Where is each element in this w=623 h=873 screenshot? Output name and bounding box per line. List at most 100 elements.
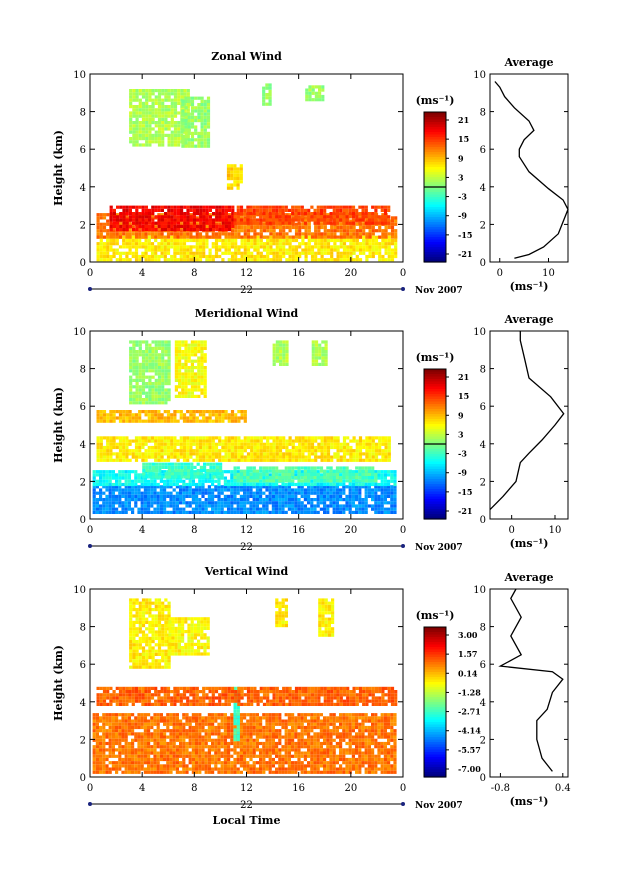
field-cell: [294, 245, 299, 249]
field-cell: [135, 388, 139, 392]
field-cell: [135, 350, 139, 354]
field-cell: [383, 473, 387, 477]
field-cell: [323, 469, 327, 473]
field-cell: [253, 439, 257, 443]
field-cell: [390, 507, 394, 511]
field-cell: [323, 510, 327, 514]
field-cell: [297, 472, 301, 476]
field-cell: [185, 482, 189, 487]
field-cell: [221, 458, 225, 462]
field-cell: [148, 143, 152, 147]
field-cell: [234, 258, 238, 262]
field-cell: [218, 439, 222, 443]
field-cell: [112, 458, 116, 462]
field-cell: [99, 449, 103, 453]
field-cell: [358, 507, 362, 511]
field-cell: [198, 413, 203, 417]
field-cell: [198, 504, 202, 508]
field-cell: [234, 242, 238, 246]
field-cell: [141, 105, 146, 109]
field-cell: [173, 452, 177, 456]
field-cell: [125, 449, 129, 453]
field-cell: [259, 238, 263, 243]
field-cell: [135, 343, 139, 347]
field-cell: [195, 445, 199, 450]
field-cell: [106, 419, 110, 423]
field-cell: [230, 186, 234, 190]
field-cell: [319, 205, 324, 209]
field-cell: [387, 232, 391, 236]
field-cell: [240, 458, 244, 462]
field-cell: [252, 212, 256, 216]
field-cell: [221, 221, 225, 225]
field-cell: [368, 251, 372, 255]
field-cell: [335, 212, 340, 216]
field-cell: [164, 124, 168, 128]
field-cell: [304, 229, 308, 233]
field-cell: [189, 436, 193, 440]
field-cell: [246, 225, 251, 230]
field-cell: [148, 346, 152, 350]
field-cell: [288, 245, 292, 249]
field-cell: [321, 88, 325, 92]
field-cell: [339, 251, 343, 255]
field-cell: [387, 494, 391, 498]
field-cell: [230, 173, 234, 177]
field-cell: [198, 452, 203, 456]
field-cell: [355, 235, 359, 239]
field-cell: [255, 501, 259, 505]
field-cell: [157, 452, 161, 456]
field-cell: [135, 121, 139, 125]
field-cell: [239, 221, 244, 225]
field-cell: [336, 238, 340, 243]
field-cell: [151, 111, 155, 115]
field-cell: [374, 449, 379, 453]
field-cell: [310, 485, 314, 489]
field-cell: [333, 455, 337, 459]
field-cell: [205, 419, 209, 423]
field-cell: [371, 238, 375, 243]
field-cell: [161, 372, 165, 376]
field-cell: [200, 122, 204, 126]
field-cell: [266, 254, 270, 259]
field-cell: [154, 245, 158, 249]
field-cell: [175, 504, 179, 508]
field-cell: [246, 498, 250, 502]
field-cell: [148, 401, 152, 405]
field-cell: [237, 258, 241, 262]
field-cell: [151, 346, 155, 350]
field-cell: [177, 475, 181, 479]
field-cell: [127, 479, 131, 483]
field-cell: [256, 232, 260, 236]
field-cell: [172, 504, 176, 508]
field-cell: [179, 410, 183, 414]
colorbar-tick-label: 15: [458, 134, 469, 144]
field-cell: [173, 143, 178, 147]
field-cell: [371, 494, 375, 498]
field-cell: [288, 442, 292, 446]
field-cell: [194, 125, 198, 129]
field-cell: [255, 510, 259, 514]
field-cell: [201, 494, 205, 498]
field-cell: [163, 507, 167, 511]
field-cell: [148, 108, 152, 112]
field-cell: [335, 501, 339, 505]
field-cell: [278, 507, 282, 511]
field-cell: [112, 436, 116, 440]
field-cell: [195, 498, 199, 502]
field-cell: [230, 410, 235, 414]
field-cell: [116, 215, 120, 219]
field-cell: [128, 242, 132, 246]
field-cell: [249, 221, 253, 225]
field-cell: [132, 133, 136, 137]
field-cell: [194, 144, 198, 148]
field-cell: [224, 442, 228, 446]
field-cell: [223, 470, 227, 474]
field-cell: [141, 419, 145, 423]
field-cell: [307, 449, 311, 453]
field-cell: [164, 98, 168, 102]
field-cell: [214, 504, 218, 508]
field-cell: [335, 205, 340, 209]
field-cell: [96, 419, 100, 423]
field-cell: [215, 218, 219, 222]
